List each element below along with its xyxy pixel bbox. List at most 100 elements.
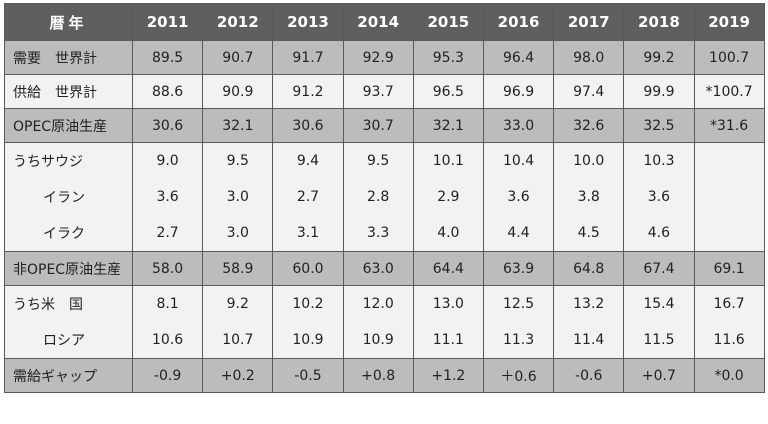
cell: 2.8 (342, 179, 414, 215)
row-label: OPEC原油生産 (4, 108, 133, 143)
row-label: 需給ギャップ (4, 358, 133, 393)
cell: -0.9 (131, 358, 204, 393)
cell: 30.6 (272, 108, 344, 143)
cell: 13.2 (553, 285, 625, 322)
cell: 2.7 (131, 215, 204, 252)
supply-demand-table-container: 暦年 2011 2012 2013 2014 2015 2016 2017 20… (4, 3, 765, 393)
cell: 63.0 (342, 251, 414, 286)
row-label: うち米 国 (4, 285, 133, 322)
cell: 15.4 (623, 285, 695, 322)
cell: 16.7 (693, 285, 765, 322)
cell: 13.0 (412, 285, 484, 322)
cell: +0.7 (623, 358, 695, 393)
cell: 3.1 (272, 215, 344, 252)
cell: 3.3 (342, 215, 414, 252)
cell: 32.1 (412, 108, 484, 143)
table-row-gap: 需給ギャップ -0.9 +0.2 -0.5 +0.8 +1.2 ＋0.6 -0.… (4, 358, 765, 393)
cell: 91.2 (272, 74, 344, 109)
cell: *0.0 (693, 358, 765, 393)
row-label: 供給 世界計 (4, 74, 133, 109)
cell: 99.9 (623, 74, 695, 109)
cell: +0.8 (342, 358, 414, 393)
cell: 3.0 (202, 179, 274, 215)
row-label: ロシア (4, 322, 133, 359)
row-label: イラク (4, 215, 133, 252)
cell: 64.4 (412, 251, 484, 286)
cell: ＋0.6 (482, 358, 555, 393)
cell: 30.6 (131, 108, 204, 143)
cell: 8.1 (131, 285, 204, 322)
cell: 88.6 (131, 74, 204, 109)
cell: +1.2 (412, 358, 484, 393)
header-row: 暦年 2011 2012 2013 2014 2015 2016 2017 20… (4, 3, 765, 41)
cell: 2.9 (412, 179, 484, 215)
cell: 3.8 (553, 179, 625, 215)
cell: 2.7 (272, 179, 344, 215)
cell: 4.6 (623, 215, 695, 252)
cell: 9.5 (202, 142, 274, 179)
header-year: 2012 (202, 3, 274, 41)
oil-supply-demand-table: 暦年 2011 2012 2013 2014 2015 2016 2017 20… (4, 3, 765, 393)
cell (693, 215, 765, 252)
cell: -0.6 (553, 358, 625, 393)
cell: 32.1 (202, 108, 274, 143)
cell: 30.7 (342, 108, 414, 143)
cell: 58.9 (202, 251, 274, 286)
table-row-usa: うち米 国 8.1 9.2 10.2 12.0 13.0 12.5 13.2 1… (4, 285, 765, 322)
cell: 10.9 (272, 322, 344, 359)
cell: -0.5 (272, 358, 344, 393)
table-row-supply: 供給 世界計 88.6 90.9 91.2 93.7 96.5 96.9 97.… (4, 74, 765, 109)
cell: *31.6 (693, 108, 765, 143)
header-year: 2014 (342, 3, 414, 41)
cell: 64.8 (553, 251, 625, 286)
cell: 3.6 (131, 179, 204, 215)
row-label: 非OPEC原油生産 (4, 251, 133, 286)
cell: 95.3 (412, 40, 484, 75)
cell: 11.1 (412, 322, 484, 359)
cell: 3.6 (623, 179, 695, 215)
cell: 10.6 (131, 322, 204, 359)
cell: 10.7 (202, 322, 274, 359)
cell: 89.5 (131, 40, 204, 75)
cell: 11.6 (693, 322, 765, 359)
row-label: うちサウジ (4, 142, 133, 179)
cell: +0.2 (202, 358, 274, 393)
header-year: 2011 (131, 3, 204, 41)
cell: 96.9 (482, 74, 555, 109)
cell: 58.0 (131, 251, 204, 286)
table-row-iran: イラン 3.6 3.0 2.7 2.8 2.9 3.6 3.8 3.6 (4, 179, 765, 215)
cell: 11.3 (482, 322, 555, 359)
cell: 12.0 (342, 285, 414, 322)
cell: 10.3 (623, 142, 695, 179)
cell: 60.0 (272, 251, 344, 286)
table-row-opec: OPEC原油生産 30.6 32.1 30.6 30.7 32.1 33.0 3… (4, 108, 765, 143)
cell: 96.4 (482, 40, 555, 75)
cell (693, 142, 765, 179)
header-year: 2013 (272, 3, 344, 41)
header-year: 2016 (482, 3, 555, 41)
cell: 97.4 (553, 74, 625, 109)
cell: 11.5 (623, 322, 695, 359)
cell: 10.4 (482, 142, 555, 179)
cell: 32.6 (553, 108, 625, 143)
header-year: 2018 (623, 3, 695, 41)
table-row-demand: 需要 世界計 89.5 90.7 91.7 92.9 95.3 96.4 98.… (4, 40, 765, 75)
cell: 3.6 (482, 179, 555, 215)
cell: 9.2 (202, 285, 274, 322)
cell: 69.1 (693, 251, 765, 286)
cell: 100.7 (693, 40, 765, 75)
cell: *100.7 (693, 74, 765, 109)
cell: 90.9 (202, 74, 274, 109)
cell: 99.2 (623, 40, 695, 75)
cell: 10.2 (272, 285, 344, 322)
cell: 9.4 (272, 142, 344, 179)
table-row-non-opec: 非OPEC原油生産 58.0 58.9 60.0 63.0 64.4 63.9 … (4, 251, 765, 286)
cell: 63.9 (482, 251, 555, 286)
cell: 91.7 (272, 40, 344, 75)
table-row-iraq: イラク 2.7 3.0 3.1 3.3 4.0 4.4 4.5 4.6 (4, 215, 765, 252)
cell: 10.9 (342, 322, 414, 359)
cell: 12.5 (482, 285, 555, 322)
cell: 4.4 (482, 215, 555, 252)
header-year: 2017 (553, 3, 625, 41)
cell: 4.0 (412, 215, 484, 252)
